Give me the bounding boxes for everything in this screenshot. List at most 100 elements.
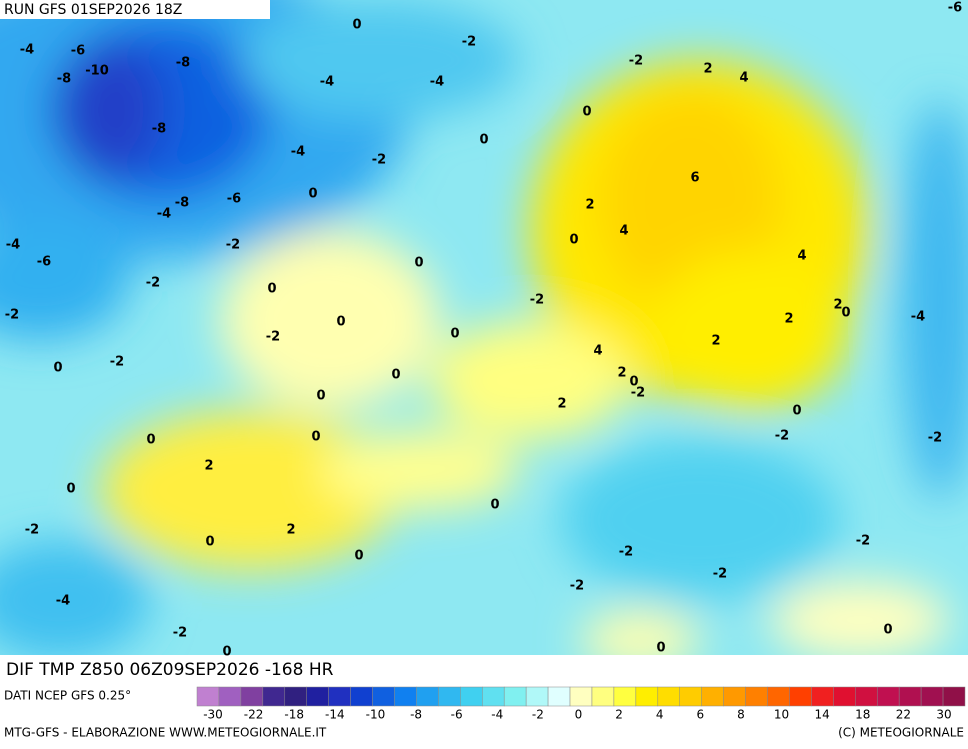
contour-label: 2 (784, 312, 793, 327)
contour-label: 4 (797, 249, 806, 264)
scale-label: 2 (615, 708, 623, 722)
contour-label: -2 (5, 308, 19, 323)
color-swatch (811, 686, 834, 707)
contour-label: 2 (585, 198, 594, 213)
contour-label: 2 (204, 459, 213, 474)
contour-label: 4 (593, 344, 602, 359)
contour-label: 0 (883, 623, 892, 638)
scale-label: 6 (697, 708, 705, 722)
contour-label: -4 (320, 75, 334, 90)
scale-label: 30 (936, 708, 951, 722)
color-swatch (416, 686, 439, 707)
contour-label: -4 (20, 43, 34, 58)
scale-label: 8 (737, 708, 745, 722)
contour-label: 2 (557, 397, 566, 412)
scale-label: 4 (656, 708, 664, 722)
contour-label: -6 (71, 44, 85, 59)
color-swatch (657, 686, 680, 707)
color-swatch (328, 686, 351, 707)
contour-label: 0 (352, 18, 361, 33)
contour-label: -2 (631, 386, 645, 401)
scale-label: -30 (203, 708, 223, 722)
color-swatch (635, 686, 659, 707)
color-swatch (591, 686, 615, 707)
contour-label: 0 (66, 482, 75, 497)
contour-label: -2 (713, 567, 727, 582)
contour-label: 6 (690, 171, 699, 186)
color-swatch (372, 686, 395, 707)
contour-label: 0 (629, 375, 638, 390)
contour-label: -2 (928, 431, 942, 446)
contour-label: -2 (226, 238, 240, 253)
contour-label: 2 (833, 298, 842, 313)
contour-label: 0 (308, 187, 317, 202)
scale-label: -10 (366, 708, 386, 722)
color-swatch (876, 686, 900, 707)
contour-label: 0 (391, 368, 400, 383)
color-swatch (723, 686, 746, 707)
contour-label: -4 (6, 238, 20, 253)
contour-label: -2 (530, 293, 544, 308)
color-swatch (920, 686, 944, 707)
contour-label: -6 (227, 192, 241, 207)
color-swatch (503, 686, 527, 707)
color-swatch (525, 686, 549, 707)
contour-label: -4 (911, 310, 925, 325)
contour-label: -2 (266, 330, 280, 345)
contour-label: 0 (656, 641, 665, 656)
color-swatch (240, 686, 264, 707)
contour-label: 2 (711, 334, 720, 349)
contour-label: 0 (267, 282, 276, 297)
contour-label: -8 (175, 196, 189, 211)
contour-label: -2 (775, 429, 789, 444)
title-box (0, 656, 458, 684)
color-swatch (196, 686, 220, 707)
contour-label: -2 (173, 626, 187, 641)
color-swatch (218, 686, 242, 707)
contour-label: -2 (570, 579, 584, 594)
scale-label: -4 (491, 708, 503, 722)
contour-label: -8 (176, 56, 190, 71)
contour-label: -4 (56, 594, 70, 609)
copyright: (C) METEOGIORNALE (838, 726, 964, 740)
scale-label: -18 (284, 708, 304, 722)
color-swatch (789, 686, 812, 707)
contour-label: 0 (311, 430, 320, 445)
color-swatch (898, 686, 922, 707)
contour-label: -2 (619, 545, 633, 560)
contour-label: 4 (739, 71, 748, 86)
color-swatch (438, 686, 461, 707)
scale-label: -8 (410, 708, 422, 722)
scale-label: 18 (855, 708, 870, 722)
contour-label: 2 (617, 366, 626, 381)
scale-label: -2 (532, 708, 544, 722)
contour-label: -6 (948, 1, 962, 16)
color-swatch (394, 686, 417, 707)
contour-label: 0 (222, 645, 231, 660)
scale-label: 14 (815, 708, 830, 722)
contour-label: -4 (157, 207, 171, 222)
color-swatch (767, 686, 790, 707)
map-title: DIF TMP Z850 06Z09SEP2026 -168 HR (6, 660, 334, 680)
contour-label: 0 (792, 404, 801, 419)
contour-label: 0 (336, 315, 345, 330)
contour-label: 0 (569, 233, 578, 248)
contour-label: 0 (205, 535, 214, 550)
color-swatch (306, 686, 329, 707)
contour-label: 0 (53, 361, 62, 376)
contour-label: 2 (703, 62, 712, 77)
color-swatch (350, 686, 373, 707)
contour-label: -2 (462, 35, 476, 50)
color-swatch (855, 686, 878, 707)
contour-label: 2 (286, 523, 295, 538)
contour-label: -10 (85, 64, 109, 79)
color-scale: -30 -22 -18 -14 -10 -8 -6 -4 -2 0 2 4 6 8 10 14 18 22 30 (196, 686, 966, 722)
contour-label: 0 (316, 389, 325, 404)
credit: MTG-GFS - ELABORAZIONE WWW.METEOGIORNALE… (4, 726, 327, 740)
contour-label: 4 (619, 224, 628, 239)
scale-label: 0 (575, 708, 583, 722)
contour-label: -4 (430, 75, 444, 90)
run-box (0, 0, 270, 19)
contour-label: 0 (479, 133, 488, 148)
